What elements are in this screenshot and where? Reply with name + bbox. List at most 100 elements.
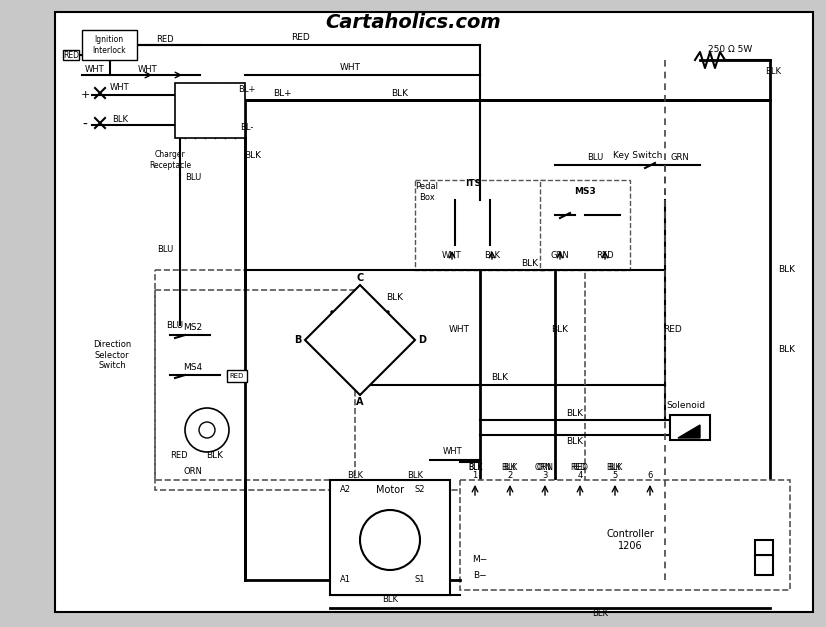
Text: A2: A2 xyxy=(339,485,350,495)
Text: Pedal
Box: Pedal Box xyxy=(415,182,439,202)
Text: Cartaholics.com: Cartaholics.com xyxy=(325,13,501,31)
Text: S2: S2 xyxy=(415,485,425,495)
Circle shape xyxy=(360,510,420,570)
Text: BLK: BLK xyxy=(244,150,262,159)
Bar xyxy=(415,180,545,270)
Text: RED: RED xyxy=(570,463,586,473)
Text: 3: 3 xyxy=(543,470,548,480)
Text: WHT: WHT xyxy=(85,65,105,75)
Text: BL-: BL- xyxy=(240,124,254,132)
Text: ORN: ORN xyxy=(534,463,552,473)
Polygon shape xyxy=(305,285,415,395)
Text: BLK: BLK xyxy=(484,251,500,260)
Text: WHT: WHT xyxy=(442,251,462,260)
Text: Key Switch: Key Switch xyxy=(614,150,662,159)
Text: Motor: Motor xyxy=(376,485,404,495)
Text: BLK: BLK xyxy=(778,345,795,354)
Text: Solenoid: Solenoid xyxy=(667,401,705,409)
Bar xyxy=(755,555,773,575)
Bar xyxy=(82,30,137,60)
Text: A: A xyxy=(356,397,363,407)
Text: BLK: BLK xyxy=(112,115,128,125)
Text: BLK: BLK xyxy=(468,463,482,473)
Text: 5: 5 xyxy=(612,470,618,480)
Text: 4: 4 xyxy=(577,470,582,480)
Text: 2: 2 xyxy=(507,470,513,480)
Text: Ignition
Interlock: Ignition Interlock xyxy=(93,35,126,55)
Text: BLK: BLK xyxy=(608,463,622,473)
Text: WHT: WHT xyxy=(449,325,470,334)
Text: Charger
Receptacle: Charger Receptacle xyxy=(149,150,191,170)
Bar xyxy=(460,480,790,590)
Bar xyxy=(330,480,450,595)
Text: BLK: BLK xyxy=(778,265,795,275)
Text: MS2: MS2 xyxy=(183,324,202,332)
Text: ITS: ITS xyxy=(465,179,481,187)
Text: BLK: BLK xyxy=(592,609,608,618)
Text: BLK: BLK xyxy=(491,374,509,382)
Text: C: C xyxy=(356,273,363,283)
Text: -: - xyxy=(83,118,88,132)
Text: BLK: BLK xyxy=(206,451,224,460)
Text: RED: RED xyxy=(225,371,244,379)
Circle shape xyxy=(185,408,229,452)
Text: MS4: MS4 xyxy=(183,364,202,372)
Text: 6: 6 xyxy=(648,470,653,480)
Text: BLK: BLK xyxy=(382,596,398,604)
Text: RED: RED xyxy=(230,373,244,379)
Text: WHT: WHT xyxy=(138,65,158,75)
Text: A2: A2 xyxy=(758,542,770,552)
Text: BLK: BLK xyxy=(501,463,515,473)
Text: BLK: BLK xyxy=(503,463,517,473)
Bar xyxy=(63,50,79,60)
Text: WHT: WHT xyxy=(444,448,463,456)
Text: BLK: BLK xyxy=(387,293,403,302)
Text: BLU: BLU xyxy=(587,154,603,162)
Circle shape xyxy=(199,422,215,438)
Text: BL+: BL+ xyxy=(273,88,292,98)
Text: BLK: BLK xyxy=(605,463,620,473)
Text: BLK: BLK xyxy=(392,88,409,98)
Text: GRN: GRN xyxy=(671,154,690,162)
Text: GRN: GRN xyxy=(551,251,569,260)
Bar xyxy=(155,270,585,490)
Text: M−: M− xyxy=(472,556,487,564)
Text: RED: RED xyxy=(662,325,681,334)
Text: BLU: BLU xyxy=(157,246,173,255)
Bar xyxy=(155,290,355,480)
Text: BLU: BLU xyxy=(185,174,201,182)
Bar xyxy=(755,540,773,555)
Text: S1: S1 xyxy=(415,576,425,584)
Text: MS3: MS3 xyxy=(574,187,596,196)
Text: 250 Ω 5W: 250 Ω 5W xyxy=(708,46,752,55)
Text: BLK: BLK xyxy=(567,409,583,418)
Text: RED: RED xyxy=(63,51,79,60)
Text: A1: A1 xyxy=(339,576,350,584)
Text: B+: B+ xyxy=(757,561,771,569)
Text: WHT: WHT xyxy=(339,63,360,73)
Text: BLK: BLK xyxy=(347,472,363,480)
Bar xyxy=(540,180,630,270)
Text: BLK: BLK xyxy=(521,258,539,268)
Text: WHT: WHT xyxy=(110,83,130,93)
Text: Direction
Selector
Switch: Direction Selector Switch xyxy=(93,340,131,370)
Bar xyxy=(175,83,245,138)
Bar xyxy=(670,415,710,440)
Text: B−: B− xyxy=(473,571,487,579)
Text: RED: RED xyxy=(156,36,173,45)
Polygon shape xyxy=(678,425,700,438)
Text: BLK: BLK xyxy=(468,463,482,473)
Text: Controller
1206: Controller 1206 xyxy=(606,529,654,551)
Text: BLK: BLK xyxy=(552,325,568,334)
Text: BLK: BLK xyxy=(765,68,781,76)
Text: 1: 1 xyxy=(472,470,477,480)
Text: RED: RED xyxy=(170,451,188,460)
Text: BLU: BLU xyxy=(166,320,183,330)
Bar xyxy=(227,370,247,382)
Text: BLK: BLK xyxy=(567,438,583,446)
Text: D: D xyxy=(418,335,426,345)
Text: ORN: ORN xyxy=(183,466,202,475)
Text: BL+: BL+ xyxy=(239,85,256,95)
Text: RED: RED xyxy=(291,33,310,43)
Text: RED: RED xyxy=(596,251,614,260)
